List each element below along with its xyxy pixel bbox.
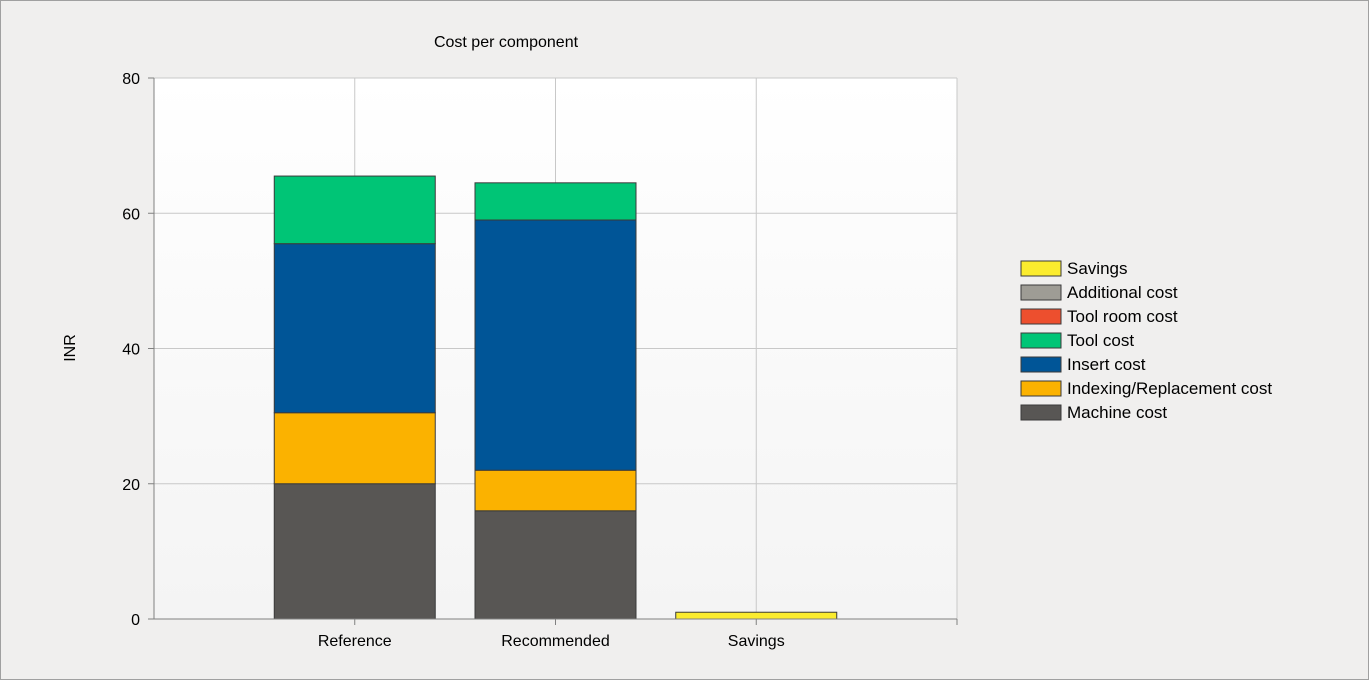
legend-swatch xyxy=(1020,332,1062,349)
legend-swatch xyxy=(1020,380,1062,397)
y-axis-label: INR xyxy=(62,334,79,362)
legend-label: Additional cost xyxy=(1067,283,1178,302)
bar-segment xyxy=(273,243,436,414)
legend-label: Machine cost xyxy=(1067,403,1167,422)
bar-segment xyxy=(474,219,637,471)
x-tick-label: Savings xyxy=(728,633,785,650)
bar-segment xyxy=(474,469,637,512)
bar-segment xyxy=(273,412,436,485)
y-tick-label: 60 xyxy=(122,206,140,223)
bar-segment xyxy=(273,175,436,245)
x-tick-label: Recommended xyxy=(501,633,610,650)
bar-segment xyxy=(273,483,436,620)
y-tick-label: 20 xyxy=(122,477,140,494)
bar-segment xyxy=(474,510,637,620)
y-tick-label: 40 xyxy=(122,342,140,359)
x-tick-labels: Reference Recommended Savings xyxy=(318,633,785,650)
legend-label: Indexing/Replacement cost xyxy=(1067,379,1272,398)
y-tick-labels: 0 20 40 60 80 xyxy=(122,71,140,629)
bars xyxy=(273,175,838,620)
legend-swatch xyxy=(1020,404,1062,421)
legend-label: Tool cost xyxy=(1067,331,1134,350)
legend-swatch xyxy=(1020,356,1062,373)
legend-swatch xyxy=(1020,260,1062,277)
legend-label: Tool room cost xyxy=(1067,307,1178,326)
bar-segment xyxy=(675,611,838,620)
legend-swatch xyxy=(1020,284,1062,301)
bar-segment xyxy=(474,182,637,221)
legend-label: Insert cost xyxy=(1067,355,1146,374)
axes xyxy=(148,77,958,625)
legend-swatch xyxy=(1020,308,1062,325)
y-tick-label: 0 xyxy=(131,612,140,629)
y-tick-label: 80 xyxy=(122,71,140,88)
x-tick-label: Reference xyxy=(318,633,392,650)
legend: Savings Additional cost Tool room cost Tool… xyxy=(1020,259,1272,422)
legend-label: Savings xyxy=(1067,259,1127,278)
chart-title: Cost per component xyxy=(434,34,579,51)
